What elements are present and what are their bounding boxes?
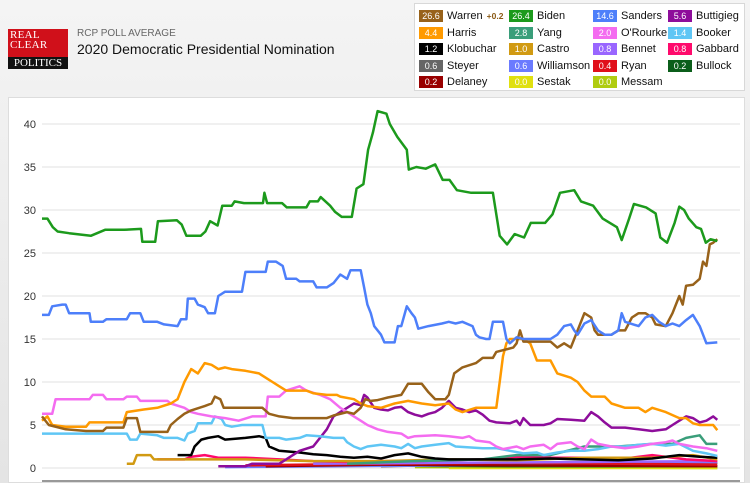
legend-value-badge: 2.0 [593,26,617,39]
legend-value-badge: 0.2 [668,59,692,72]
legend-item-steyer[interactable]: 0.6 Steyer [419,59,479,73]
series-line-orourke[interactable] [42,385,718,453]
legend-name: O'Rourke [621,26,668,39]
y-tick-label: 15 [24,334,36,346]
legend-item-yang[interactable]: 2.8 Yang [509,26,562,40]
legend-value-badge: 2.8 [509,26,533,39]
legend-value-badge: 0.4 [593,59,617,72]
legend-name: Steyer [447,59,479,72]
legend-name: Buttigieg [696,10,739,22]
y-tick-label: 20 [24,291,36,303]
legend-name: Klobuchar [447,43,497,55]
legend-value-badge: 0.8 [668,43,692,55]
logo-mark-bottom: POLITICS [8,57,68,69]
y-tick-label: 10 [24,377,36,389]
legend-value-badge: 14.6 [593,10,617,22]
legend-name: Ryan [621,59,647,72]
legend-item-bennet[interactable]: 0.8 Bennet [593,42,656,56]
legend-item-bullock[interactable]: 0.2 Bullock [668,59,731,73]
legend-value-badge: 26.6 [419,10,443,22]
legend-item-booker[interactable]: 1.4 Booker [668,26,731,40]
legend-name: Bullock [696,59,732,72]
legend-item-gabbard[interactable]: 0.8 Gabbard [668,42,739,56]
legend-item-ryan[interactable]: 0.4 Ryan [593,59,647,73]
legend-value-badge: 1.4 [668,26,692,39]
series-line-sanders[interactable] [42,260,718,345]
series-line-biden[interactable] [42,109,718,246]
legend-value-badge: 0.2 [419,76,443,88]
legend-name: Sestak [537,76,571,88]
chart-title: 2020 Democratic Presidential Nomination [77,41,335,57]
legend-item-williamson[interactable]: 0.6 Williamson [509,59,590,73]
legend-name: Williamson [537,59,591,72]
legend-name: Bennet [621,43,656,55]
legend-value-badge: 26.4 [509,10,533,22]
legend-name: Warren [447,10,483,22]
legend: 26.6 Warren +0.2 4.4 Harris 1.2 Klobuchar 0.6 St… [414,3,745,91]
legend-value-badge: 0.8 [593,43,617,55]
legend-value-badge: 4.4 [419,26,443,39]
logo-mark: REAL CLEAR [10,29,48,51]
legend-name: Sanders [621,10,662,22]
legend-value-badge: 0.0 [509,76,533,88]
legend-item-castro[interactable]: 1.0 Castro [509,42,569,56]
legend-name: Gabbard [696,43,739,55]
legend-item-messam[interactable]: 0.0 Messam [593,75,663,89]
y-tick-label: 35 [24,162,36,174]
legend-item-buttigieg[interactable]: 5.6 Buttigieg [668,9,739,23]
legend-name: Castro [537,43,570,55]
legend-item-delaney[interactable]: 0.2 Delaney [419,75,487,89]
legend-value-badge: 0.6 [419,59,443,72]
series-line-booker[interactable] [42,415,718,458]
legend-item-biden[interactable]: 26.4 Biden [509,9,565,23]
legend-item-warren[interactable]: 26.6 Warren +0.2 [419,9,503,23]
legend-spread: +0.2 [486,11,504,21]
chart-subtitle: RCP POLL AVERAGE [77,28,176,39]
y-tick-label: 30 [24,205,36,217]
legend-value-badge: 0.0 [593,76,617,88]
y-tick-label: 0 [30,463,36,475]
legend-value-badge: 1.2 [419,43,443,55]
legend-item-klobuchar[interactable]: 1.2 Klobuchar [419,42,497,56]
legend-item-sanders[interactable]: 14.6 Sanders [593,9,662,23]
legend-item-sestak[interactable]: 0.0 Sestak [509,75,571,89]
legend-name: Booker [696,26,731,39]
series-line-warren[interactable] [41,238,719,434]
legend-value-badge: 0.6 [509,59,533,72]
legend-item-orourke[interactable]: 2.0 O'Rourke [593,26,667,40]
y-tick-label: 5 [30,420,36,432]
legend-name: Yang [537,26,562,39]
legend-value-badge: 5.6 [668,10,692,22]
series-line-harris[interactable] [41,337,719,431]
legend-name: Biden [537,10,566,22]
legend-item-harris[interactable]: 4.4 Harris [419,26,476,40]
y-tick-label: 25 [24,248,36,260]
rcp-logo[interactable]: REAL CLEAR POLITICS [8,29,68,69]
series-line-klobuchar[interactable] [177,434,718,462]
legend-value-badge: 1.0 [509,43,533,55]
y-tick-label: 40 [24,119,36,131]
legend-name: Harris [447,26,477,39]
legend-name: Delaney [447,76,488,88]
series-line-castro[interactable] [126,453,718,465]
legend-name: Messam [621,76,663,88]
